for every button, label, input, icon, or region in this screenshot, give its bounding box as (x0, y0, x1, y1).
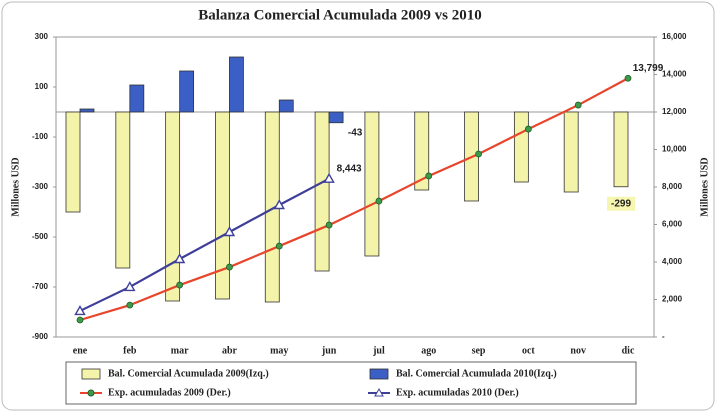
bar (215, 111, 230, 300)
legend-marker (87, 389, 95, 397)
x-tick-label: feb (123, 345, 137, 356)
marker (524, 125, 532, 133)
y-tick-label: -100 (32, 132, 49, 141)
bar (563, 111, 579, 193)
legend-label: Bal. Comercial Acumulada 2009(Izq.) (108, 368, 269, 379)
marker (226, 263, 233, 271)
bar (229, 56, 244, 113)
y2-tick-label: 12,000 (662, 107, 687, 116)
bar (314, 111, 330, 272)
legend-label: Exp. acumuladas 2009 (Der.) (108, 387, 231, 398)
x-tick-label: abr (222, 345, 238, 356)
x-tick-label: jul (372, 345, 385, 356)
y2-axis-label: Millones USD (699, 157, 710, 216)
x-tick-label: may (270, 345, 288, 356)
marker (574, 101, 582, 109)
y2-tick-label: - (662, 332, 665, 341)
bar (179, 70, 195, 113)
bar (328, 111, 344, 124)
x-tick-label: ene (73, 345, 88, 356)
marker (74, 305, 86, 316)
marker (273, 199, 285, 210)
marker (323, 172, 335, 183)
data-label: -299 (611, 198, 631, 209)
marker (624, 74, 632, 82)
legend-label: Exp. acumuladas 2010 (Der.) (396, 387, 519, 398)
x-tick-label: jun (321, 345, 337, 356)
y2-tick-label: 6,000 (662, 220, 683, 229)
line (79, 77, 629, 322)
legend-marker (374, 387, 384, 397)
bar (364, 111, 380, 257)
bar (129, 84, 145, 113)
legend-swatch (81, 368, 101, 380)
x-tick-label: sep (472, 345, 486, 356)
marker (475, 150, 482, 158)
x-tick-label: dic (622, 345, 635, 356)
y2-tick-label: 8,000 (662, 182, 683, 191)
y-tick-label: -900 (32, 332, 49, 341)
bar (513, 111, 529, 183)
marker (375, 197, 383, 205)
marker (126, 301, 134, 309)
data-label: 8,443 (337, 163, 362, 174)
x-tick-label: nov (570, 345, 586, 356)
y-tick-label: -700 (32, 282, 49, 291)
legend-label: Bal. Comercial Acumulada 2010(Izq.) (396, 368, 557, 379)
marker (176, 281, 184, 289)
bar (278, 99, 294, 113)
bar (115, 111, 131, 269)
y-axis-label: Millones USD (10, 157, 21, 216)
plot-area (55, 36, 655, 338)
marker (325, 221, 333, 229)
y2-tick-label: 10,000 (662, 145, 687, 154)
data-label: -43 (348, 127, 363, 138)
line (79, 177, 330, 312)
bar (65, 111, 81, 213)
legend-swatch (369, 368, 389, 380)
marker (275, 242, 283, 250)
y2-tick-label: 2,000 (662, 295, 683, 304)
x-tick-label: oct (522, 345, 535, 356)
y2-tick-label: 16,000 (662, 32, 687, 41)
legend (65, 361, 637, 405)
y-tick-label: -300 (32, 182, 49, 191)
x-tick-label: ago (421, 345, 436, 356)
y-tick-label: 300 (35, 32, 49, 41)
data-label: 13,799 (633, 63, 664, 74)
chart-title: Balanza Comercial Acumulada 2009 vs 2010 (198, 7, 481, 23)
y2-tick-label: 14,000 (662, 70, 687, 79)
data-label-bg (607, 196, 635, 211)
y-tick-label: -500 (32, 232, 49, 241)
bar (165, 111, 181, 302)
y2-tick-label: 4,000 (662, 257, 683, 266)
marker (425, 172, 433, 180)
marker (223, 226, 236, 237)
marker (76, 316, 84, 324)
bar (414, 111, 430, 191)
x-tick-label: mar (171, 345, 189, 356)
bar (79, 108, 95, 113)
marker (173, 253, 186, 264)
bar (613, 111, 629, 188)
marker (124, 281, 136, 292)
y-tick-label: 100 (35, 82, 49, 91)
